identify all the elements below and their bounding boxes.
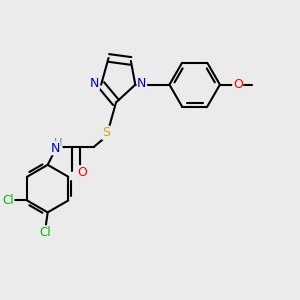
Text: H: H [54, 139, 62, 148]
Text: Cl: Cl [2, 194, 14, 207]
Text: N: N [50, 142, 60, 155]
Text: S: S [102, 126, 110, 139]
Text: N: N [90, 77, 99, 90]
Text: Cl: Cl [39, 226, 50, 239]
Text: N: N [137, 77, 146, 90]
Text: O: O [77, 166, 87, 179]
Text: O: O [233, 78, 243, 91]
